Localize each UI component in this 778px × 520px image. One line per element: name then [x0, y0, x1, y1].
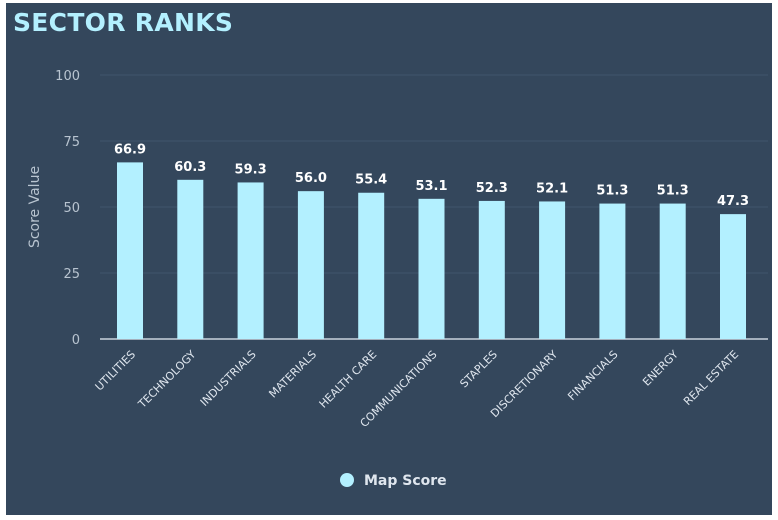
data-label: 51.3 [657, 184, 689, 199]
bar[interactable] [117, 162, 143, 339]
data-label: 56.0 [295, 171, 327, 186]
data-label: 52.1 [536, 181, 568, 196]
x-tick-label: REAL ESTATE [681, 348, 741, 408]
data-label: 53.1 [415, 179, 447, 194]
data-label: 55.4 [355, 173, 387, 188]
x-tick-label: FINANCIALS [565, 348, 620, 403]
x-tick-label: DISCRETIONARY [488, 348, 560, 420]
bar[interactable] [599, 203, 626, 339]
bar[interactable] [478, 200, 505, 339]
bar[interactable] [237, 182, 264, 339]
y-tick-label: 50 [63, 201, 80, 216]
bar[interactable] [720, 214, 746, 339]
x-tick-label: INDUSTRIALS [198, 348, 259, 409]
x-tick-label: STAPLES [457, 348, 499, 390]
x-tick-label: HEALTH CARE [317, 348, 380, 411]
y-tick-label: 0 [72, 333, 80, 348]
y-tick-label: 100 [55, 69, 80, 84]
bar[interactable] [539, 201, 566, 339]
data-label: 51.3 [596, 184, 628, 199]
legend-label: Map Score [364, 473, 447, 489]
data-label: 60.3 [174, 160, 206, 175]
bar[interactable] [297, 191, 324, 339]
x-tick-label: ENERGY [640, 348, 681, 389]
y-tick-label: 75 [63, 135, 80, 150]
bar[interactable] [418, 198, 445, 339]
x-tick-label: TECHNOLOGY [135, 348, 199, 412]
y-axis-title: Score Value [27, 166, 43, 248]
data-label: 52.3 [476, 181, 508, 196]
data-label: 47.3 [717, 194, 749, 209]
x-tick-label: MATERIALS [266, 348, 319, 401]
bar[interactable] [659, 203, 686, 339]
legend-marker [340, 473, 354, 487]
data-label: 66.9 [114, 142, 146, 157]
x-tick-label: UTILITIES [93, 348, 138, 393]
y-tick-label: 25 [63, 267, 80, 282]
bar[interactable] [177, 179, 204, 339]
chart-title: SECTOR RANKS [13, 8, 234, 37]
data-label: 59.3 [235, 162, 267, 177]
legend[interactable]: Map Score [340, 473, 447, 489]
bar[interactable] [358, 192, 385, 339]
